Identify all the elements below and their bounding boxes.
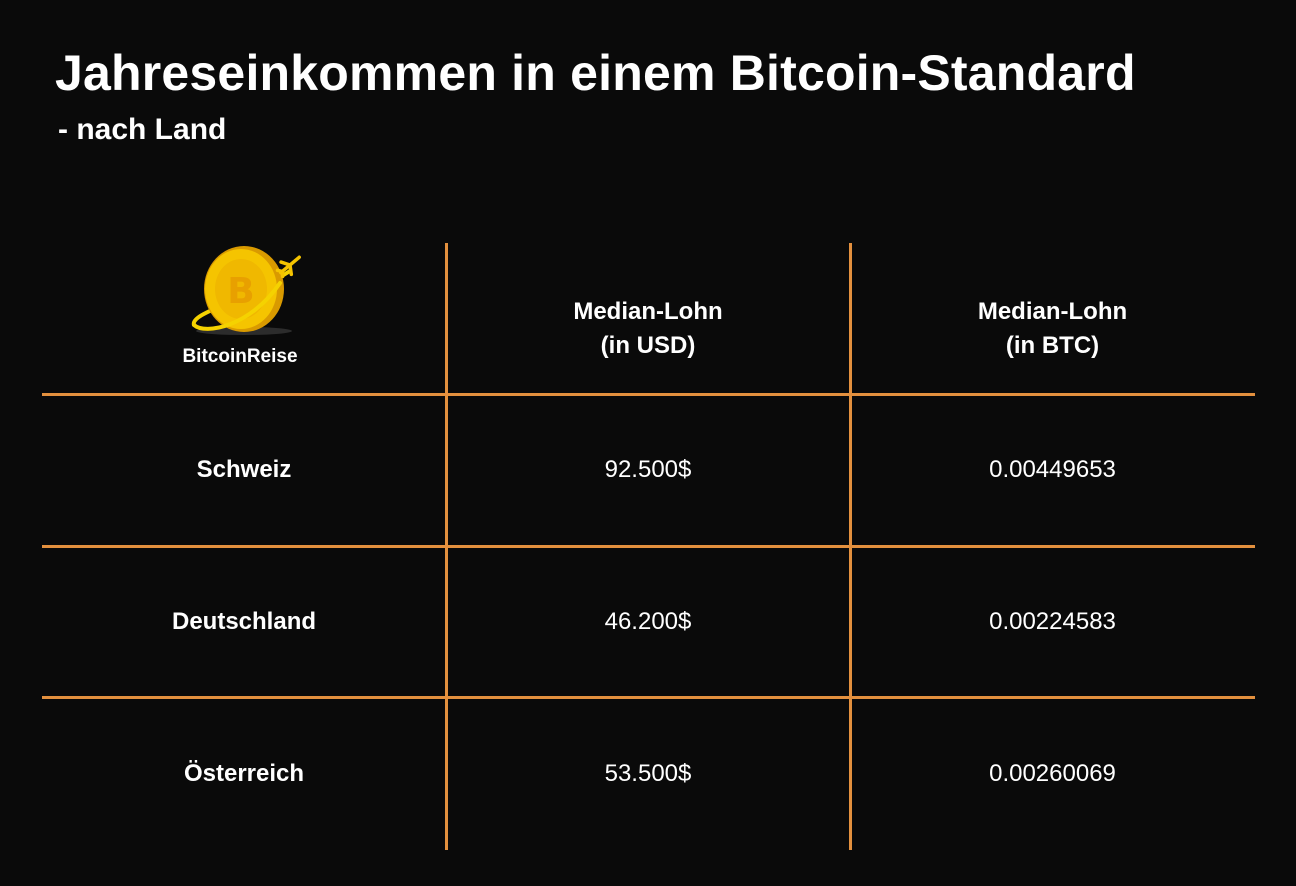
usd-cell: 53.500$	[604, 759, 692, 787]
usd-cell: 46.200$	[604, 607, 692, 635]
header-usd: Median-Lohn (in USD)	[446, 243, 850, 394]
country-cell: Österreich	[183, 759, 305, 787]
header-usd-line1: Median-Lohn	[573, 297, 723, 325]
btc-cell: 0.00260069	[989, 759, 1116, 787]
bitcoin-coin-airplane-icon: B	[191, 246, 301, 335]
svg-text:B: B	[227, 271, 254, 312]
country-cell: Deutschland	[171, 607, 317, 635]
header-btc-line1: Median-Lohn	[977, 297, 1128, 325]
header-btc: Median-Lohn (in BTC)	[850, 243, 1255, 394]
logo-text: BitcoinReise	[182, 346, 298, 367]
usd-cell: 92.500$	[604, 456, 692, 483]
page-title: Jahreseinkommen in einem Bitcoin-Standar…	[55, 45, 1136, 101]
country-cell: Schweiz	[196, 456, 292, 483]
header-btc-line2: (in BTC)	[1005, 331, 1100, 359]
btc-cell: 0.00449653	[989, 456, 1116, 483]
page-subtitle: - nach Land	[58, 113, 227, 146]
header-usd-line2: (in USD)	[600, 331, 696, 359]
btc-cell: 0.00224583	[989, 607, 1116, 635]
